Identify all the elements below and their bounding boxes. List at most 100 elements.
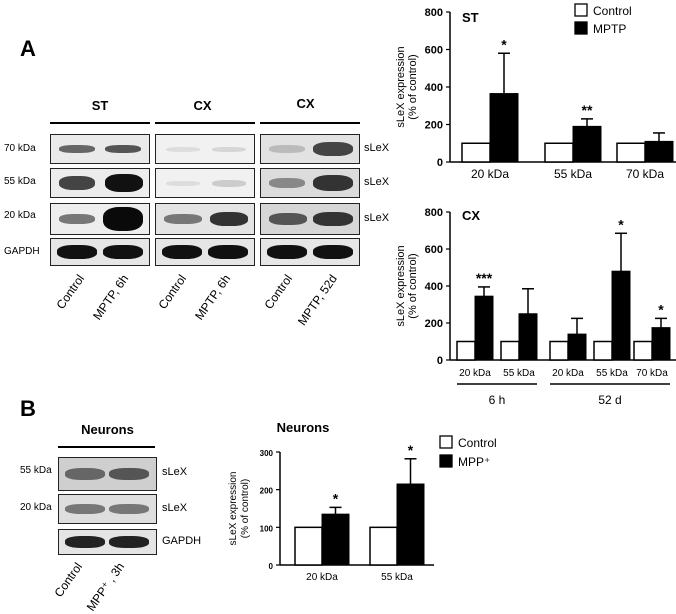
bar-control <box>593 340 613 361</box>
blot-header-rule <box>58 446 155 448</box>
panel-b-letter: B <box>20 396 36 421</box>
significance-label: *** <box>476 270 493 286</box>
bar-treatment <box>474 295 494 361</box>
y-tick-label: 200 <box>425 318 443 330</box>
bar-control <box>549 340 569 361</box>
side-label-slex: sLeX <box>364 176 390 188</box>
panel-a-letter: A <box>20 36 36 61</box>
blot-st-55kda <box>50 168 150 198</box>
legend-swatch <box>574 3 588 17</box>
bar-treatment <box>518 313 538 361</box>
row-label-20kda: 20 kDa <box>4 210 36 221</box>
blot-header-neurons: Neurons <box>81 422 134 437</box>
blot-cx52d-20kda <box>260 203 360 235</box>
chart-title: Neurons <box>277 420 330 435</box>
blot-cx52d-55kda <box>260 168 360 198</box>
row-label-55kda: 55 kDa <box>4 176 36 187</box>
blot-neurons-55kda <box>58 457 157 491</box>
significance-label: * <box>658 301 664 317</box>
y-tick-label: 100 <box>260 524 274 533</box>
bar-treatment <box>396 483 425 566</box>
side-label-slex: sLeX <box>162 466 188 478</box>
significance-label: * <box>618 216 624 232</box>
bar-treatment <box>321 513 350 566</box>
bar-control <box>616 142 646 163</box>
y-axis-label: sLeX expression <box>395 46 407 127</box>
legend-swatch <box>439 435 453 449</box>
legend-swatch <box>439 454 453 468</box>
group-label: 6 h <box>489 393 506 407</box>
blot-cx6h-55kda <box>155 168 255 198</box>
y-axis-label: sLeX expression <box>395 245 407 326</box>
bar-control <box>456 340 476 361</box>
bar-treatment <box>489 93 519 163</box>
x-tick-label: 55 kDa <box>503 368 535 379</box>
significance-label: * <box>501 36 507 52</box>
bar-control <box>369 526 398 566</box>
y-axis-label: (% of control) <box>240 479 251 538</box>
blot-st-70kda <box>50 134 150 164</box>
significance-label: ** <box>582 102 593 118</box>
legend-label: Control <box>458 436 497 450</box>
y-tick-label: 0 <box>269 562 274 571</box>
y-axis-label: (% of control) <box>407 253 419 318</box>
y-tick-label: 400 <box>425 281 443 293</box>
blot-cx6h-70kda <box>155 134 255 164</box>
x-tick-label: 55 kDa <box>596 368 628 379</box>
y-tick-label: 600 <box>425 244 443 256</box>
y-tick-label: 800 <box>425 207 443 219</box>
x-tick-label: 20 kDa <box>459 368 491 379</box>
blot-neurons-20kda <box>58 494 157 524</box>
significance-label: * <box>333 490 339 506</box>
blot-neurons-gapdh <box>58 529 157 555</box>
y-tick-label: 400 <box>425 82 443 94</box>
bar-control <box>633 340 653 361</box>
y-tick-label: 300 <box>260 449 274 458</box>
legend-label: MPTP <box>593 22 626 36</box>
bar-control <box>461 142 491 163</box>
row-label-gapdh: GAPDH <box>4 246 40 257</box>
side-label-slex: sLeX <box>364 212 390 224</box>
blot-cx52d-gapdh <box>260 238 360 266</box>
y-tick-label: 200 <box>260 487 274 496</box>
blot-header-rule <box>260 122 360 124</box>
row-label-20kda: 20 kDa <box>20 502 52 513</box>
x-tick-label: 70 kDa <box>636 368 668 379</box>
blot-header-cx-6h: CX <box>193 98 212 113</box>
bar-control <box>544 142 574 163</box>
x-tick-label: 70 kDa <box>626 167 664 181</box>
blot-cx52d-70kda <box>260 134 360 164</box>
y-tick-label: 0 <box>437 355 443 367</box>
chart-title: ST <box>462 10 479 25</box>
bar-treatment <box>651 327 671 361</box>
blot-st-20kda <box>50 203 150 235</box>
blot-header-st: ST <box>91 98 109 113</box>
x-tick-label: 20 kDa <box>471 167 509 181</box>
blot-cx6h-20kda <box>155 203 255 235</box>
side-label-slex: sLeX <box>364 142 390 154</box>
y-tick-label: 600 <box>425 45 443 57</box>
y-tick-label: 200 <box>425 120 443 132</box>
group-label: 52 d <box>598 393 621 407</box>
bar-treatment <box>644 140 674 163</box>
bar-treatment <box>567 333 587 361</box>
significance-label: * <box>408 442 414 458</box>
side-label-slex: sLeX <box>162 502 188 514</box>
x-tick-label: 55 kDa <box>381 572 413 583</box>
row-label-70kda: 70 kDa <box>4 143 36 154</box>
blot-st-gapdh <box>50 238 150 266</box>
blot-header-rule <box>50 122 150 124</box>
x-tick-label: 20 kDa <box>552 368 584 379</box>
x-tick-label: 20 kDa <box>306 572 338 583</box>
row-label-55kda: 55 kDa <box>20 465 52 476</box>
chart-title: CX <box>462 208 480 223</box>
bar-treatment <box>572 125 602 163</box>
y-tick-label: 800 <box>425 7 443 19</box>
bar-treatment <box>611 270 631 361</box>
legend-label: Control <box>593 4 632 18</box>
blot-header-rule <box>155 122 255 124</box>
bar-control <box>500 340 520 361</box>
y-axis-label: sLeX expression <box>228 472 239 546</box>
legend-label: MPP⁺ <box>458 455 490 469</box>
